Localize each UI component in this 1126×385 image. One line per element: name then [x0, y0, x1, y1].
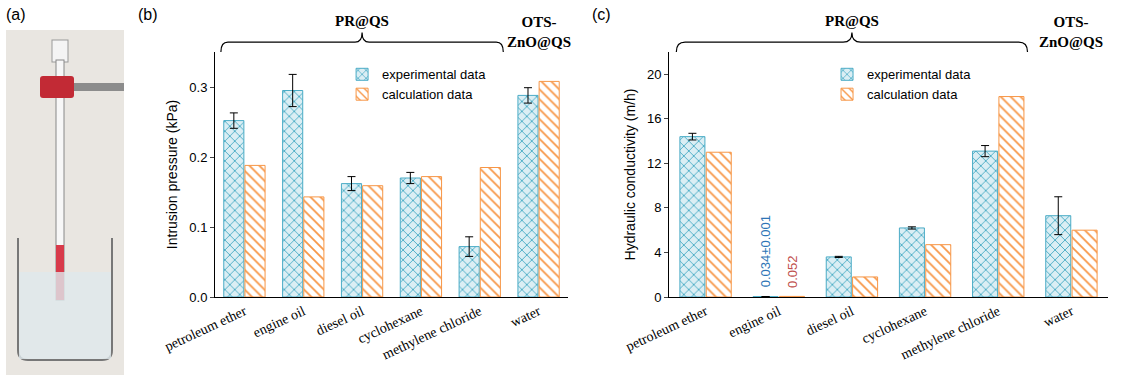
svg-text:engine oil: engine oil [726, 303, 783, 340]
svg-text:(b): (b) [138, 6, 158, 23]
svg-text:Hydraulic conductivity (m/h): Hydraulic conductivity (m/h) [622, 89, 638, 261]
svg-text:16: 16 [647, 111, 661, 126]
svg-text:0.3: 0.3 [189, 80, 207, 95]
svg-text:diesel oil: diesel oil [804, 303, 857, 338]
svg-text:4: 4 [654, 245, 661, 260]
svg-text:cyclohexane: cyclohexane [355, 303, 425, 346]
svg-text:0.1: 0.1 [189, 220, 207, 235]
svg-text:12: 12 [647, 156, 661, 171]
svg-text:experimental data: experimental data [382, 67, 486, 82]
svg-text:diesel oil: diesel oil [314, 303, 367, 338]
svg-text:OTS-ZnO@QS: OTS-ZnO@QS [507, 14, 571, 50]
svg-text:OTS-ZnO@QS: OTS-ZnO@QS [1039, 14, 1103, 50]
svg-text:0.0: 0.0 [189, 290, 207, 305]
svg-text:Intrusion pressure (kPa): Intrusion pressure (kPa) [164, 100, 180, 249]
svg-text:petroleum ether: petroleum ether [623, 303, 710, 354]
svg-text:petroleum ether: petroleum ether [162, 303, 249, 354]
svg-text:methylene chloride: methylene chloride [899, 303, 1003, 362]
svg-text:PR@QS: PR@QS [335, 13, 389, 29]
svg-text:water: water [508, 303, 543, 330]
svg-text:0.034±0.001: 0.034±0.001 [758, 215, 773, 287]
svg-text:cyclohexane: cyclohexane [860, 303, 930, 346]
svg-text:experimental data: experimental data [867, 67, 971, 82]
svg-text:(a): (a) [6, 6, 26, 23]
svg-text:0.2: 0.2 [189, 150, 207, 165]
svg-text:20: 20 [647, 67, 661, 82]
svg-text:0: 0 [654, 290, 661, 305]
svg-text:calculation data: calculation data [867, 87, 958, 102]
svg-text:0.052: 0.052 [785, 256, 800, 289]
svg-text:PR@QS: PR@QS [825, 13, 879, 29]
svg-text:water: water [1041, 303, 1076, 330]
svg-text:engine oil: engine oil [251, 303, 308, 340]
svg-text:calculation data: calculation data [382, 87, 473, 102]
svg-text:(c): (c) [592, 6, 611, 23]
svg-text:methylene chloride: methylene chloride [380, 303, 484, 362]
svg-text:8: 8 [654, 200, 661, 215]
